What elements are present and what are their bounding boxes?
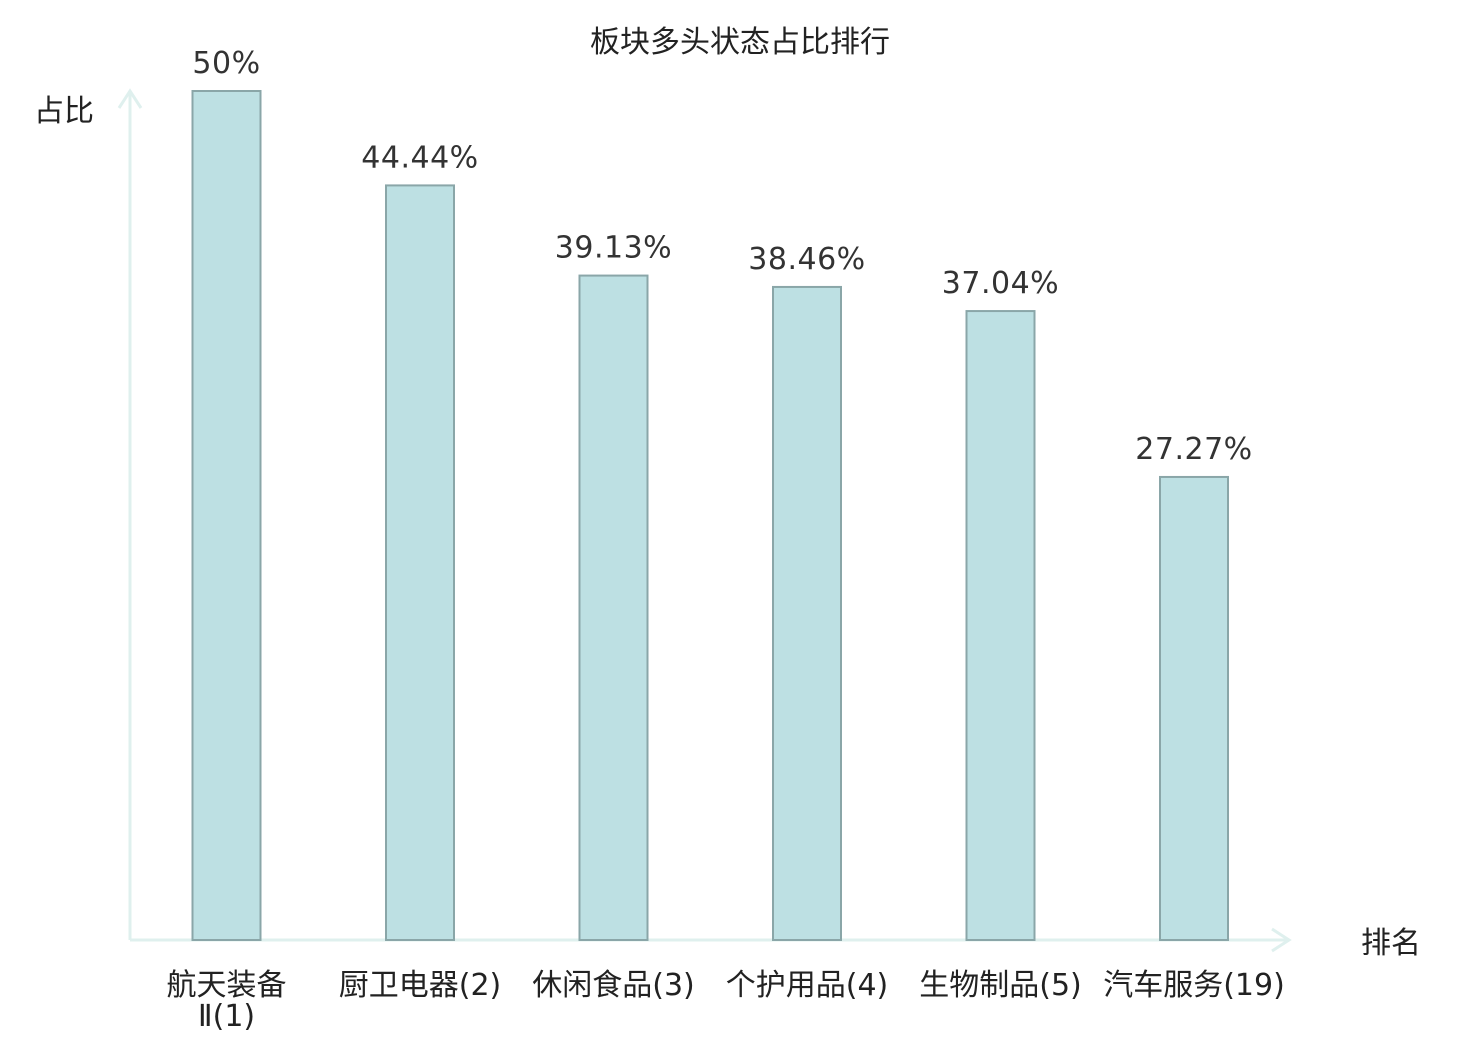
bars [191,90,1229,942]
value-labels: 50% 44.44% 39.13% 38.46% 37.04% 27.27% [192,46,1252,467]
chart-title: 板块多头状态占比排行 [590,25,890,60]
bar [385,184,455,941]
category-label-line2: Ⅱ(1) [198,999,255,1034]
category-label: 个护用品(4) [726,968,889,1003]
category-label: 生物制品(5) [919,968,1082,1003]
bar [965,310,1036,941]
category-label: 厨卫电器(2) [339,968,502,1003]
bar [772,285,842,941]
bar-value-label: 50% [192,46,260,81]
category-label: 航天装备 [167,968,287,1003]
axes [117,88,1292,953]
category-label: 休闲食品(3) [532,968,695,1003]
bar-value-label: 39.13% [555,231,672,266]
y-axis-label: 占比 [34,94,94,129]
bar [578,274,649,942]
x-axis-arrow [1271,927,1292,953]
x-axis-label: 排名 [1361,926,1421,961]
bar-value-label: 27.27% [1135,432,1252,467]
bar-value-label: 37.04% [942,266,1059,301]
bar-value-label: 44.44% [361,140,478,175]
bar [1159,475,1229,941]
bar-value-label: 38.46% [748,242,865,277]
bar [191,90,262,941]
y-axis-arrow [117,88,143,109]
category-label: 汽车服务(19) [1103,968,1285,1003]
